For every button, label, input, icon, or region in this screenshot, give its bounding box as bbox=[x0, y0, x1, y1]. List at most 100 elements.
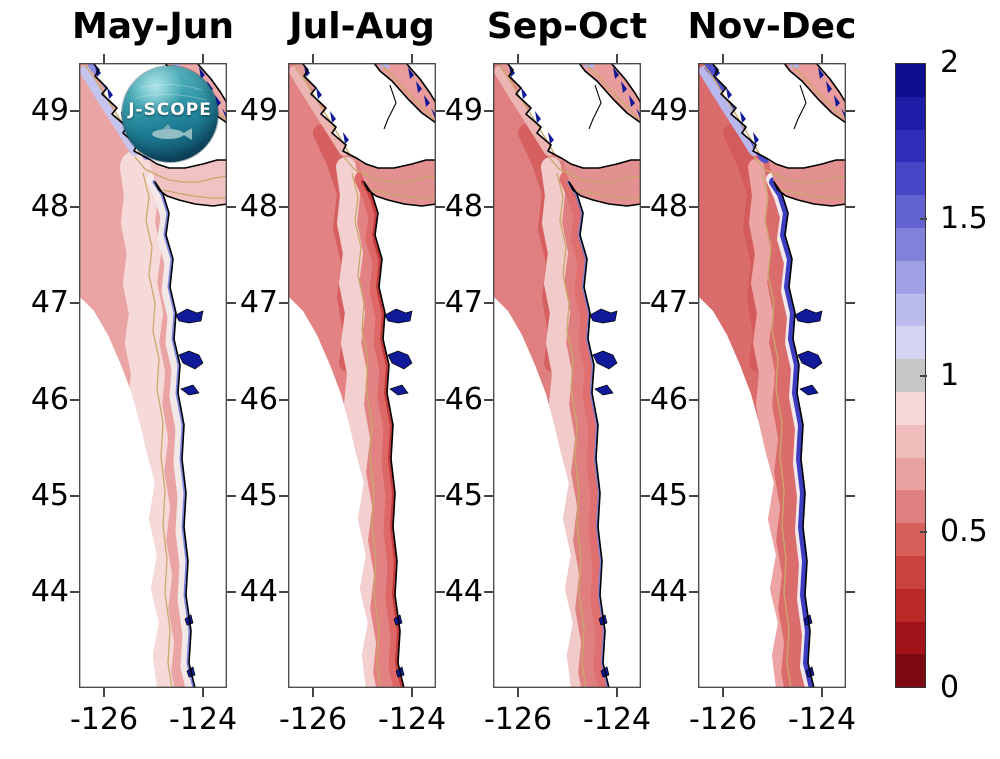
bc-fjords bbox=[613, 67, 641, 121]
vancouver-island-inlets bbox=[714, 65, 759, 144]
panel-title-nov-dec: Nov-Dec bbox=[687, 6, 857, 47]
axis-tick bbox=[846, 206, 855, 209]
axis-tick bbox=[279, 494, 288, 497]
colorbar-segment bbox=[896, 523, 925, 556]
y-tick-label: 48 bbox=[444, 189, 483, 225]
axis-tick bbox=[279, 206, 288, 209]
axis-tick bbox=[227, 590, 236, 593]
ocean-data-region bbox=[698, 63, 846, 688]
axis-tick bbox=[641, 494, 650, 497]
panel-title-jul-aug: Jul-Aug bbox=[289, 6, 435, 47]
axis-tick bbox=[202, 54, 204, 63]
axis-tick bbox=[846, 494, 855, 497]
axis-tick bbox=[689, 398, 698, 401]
y-tick-label: 45 bbox=[444, 477, 483, 513]
axis-tick bbox=[70, 398, 79, 401]
y-tick-label: 46 bbox=[239, 381, 278, 417]
axis-tick bbox=[484, 206, 493, 209]
axis-tick bbox=[279, 302, 288, 305]
map-panel-sep-oct bbox=[493, 63, 641, 688]
colorbar-segment bbox=[896, 293, 925, 327]
axis-tick bbox=[484, 110, 493, 113]
panel-border bbox=[288, 63, 436, 688]
bc-fjords bbox=[199, 67, 227, 121]
y-tick-label: 44 bbox=[649, 573, 688, 609]
axis-tick bbox=[436, 206, 445, 209]
isobath-contour bbox=[556, 172, 587, 688]
axis-tick bbox=[202, 688, 204, 697]
axis-tick bbox=[312, 54, 314, 63]
colorbar-segment bbox=[896, 424, 925, 458]
vancouver-island-coastline bbox=[711, 63, 846, 169]
y-tick-label: 47 bbox=[444, 285, 483, 321]
axis-tick bbox=[517, 688, 519, 697]
colorbar-tick-label: 2 bbox=[940, 45, 960, 80]
axis-tick bbox=[641, 110, 650, 113]
washington-oregon-coastline bbox=[568, 181, 641, 688]
axis-tick bbox=[641, 590, 650, 593]
axis-tick bbox=[227, 110, 236, 113]
colorbar-segment bbox=[896, 195, 925, 228]
axis-tick bbox=[227, 206, 236, 209]
y-tick-label: 44 bbox=[239, 573, 278, 609]
panel-border bbox=[698, 63, 846, 688]
y-tick-label: 45 bbox=[649, 477, 688, 513]
axis-tick bbox=[920, 530, 927, 533]
axis-tick bbox=[846, 398, 855, 401]
colorbar-segment bbox=[896, 621, 925, 655]
axis-tick bbox=[70, 110, 79, 113]
axis-tick bbox=[484, 494, 493, 497]
axis-tick bbox=[436, 494, 445, 497]
y-tick-label: 48 bbox=[30, 189, 69, 225]
estuary-high-values bbox=[384, 308, 413, 678]
axis-tick bbox=[279, 590, 288, 593]
colorbar-tick-label: 1 bbox=[940, 357, 960, 393]
vancouver-island-inlets bbox=[304, 65, 349, 144]
x-tick-label: -124 bbox=[787, 702, 857, 737]
axis-tick bbox=[689, 110, 698, 113]
axis-tick bbox=[70, 206, 79, 209]
map-panel-jul-aug bbox=[288, 63, 436, 688]
axis-tick bbox=[484, 590, 493, 593]
axis-tick bbox=[641, 206, 650, 209]
axis-tick bbox=[312, 688, 314, 697]
axis-tick bbox=[846, 590, 855, 593]
colorbar-segment bbox=[896, 64, 925, 97]
colorbar-segment bbox=[896, 326, 925, 360]
colorbar-segment bbox=[896, 260, 925, 294]
axis-tick bbox=[484, 302, 493, 305]
estuary-high-values bbox=[794, 308, 823, 678]
axis-tick bbox=[411, 688, 413, 697]
x-tick-label: -126 bbox=[278, 702, 348, 737]
y-tick-label: 49 bbox=[30, 93, 69, 129]
vancouver-island-coastline bbox=[301, 63, 436, 169]
colorbar-segment bbox=[896, 391, 925, 425]
axis-tick bbox=[920, 374, 927, 377]
isobath-contour bbox=[142, 172, 173, 688]
axis-tick bbox=[436, 302, 445, 305]
colorbar-segment bbox=[896, 227, 925, 261]
isobath-contour bbox=[351, 172, 382, 688]
x-tick-label: -126 bbox=[69, 702, 139, 737]
x-tick-label: -124 bbox=[168, 702, 238, 737]
axis-tick bbox=[920, 218, 927, 221]
y-tick-label: 45 bbox=[239, 477, 278, 513]
panel-border bbox=[493, 63, 641, 688]
axis-tick bbox=[641, 302, 650, 305]
y-tick-label: 44 bbox=[444, 573, 483, 609]
axis-tick bbox=[689, 494, 698, 497]
colorbar-segment bbox=[896, 457, 925, 491]
axis-tick bbox=[227, 302, 236, 305]
colorbar-tick-label: 0.5 bbox=[940, 513, 988, 549]
axis-tick bbox=[616, 688, 618, 697]
axis-tick bbox=[821, 688, 823, 697]
colorbar-segment bbox=[896, 490, 925, 524]
axis-tick bbox=[279, 398, 288, 401]
y-tick-label: 49 bbox=[649, 93, 688, 129]
washington-oregon-coastline bbox=[154, 181, 227, 688]
axis-tick bbox=[689, 206, 698, 209]
y-tick-label: 44 bbox=[30, 573, 69, 609]
colorbar-segment bbox=[896, 129, 925, 163]
estuary-high-values bbox=[589, 308, 618, 678]
